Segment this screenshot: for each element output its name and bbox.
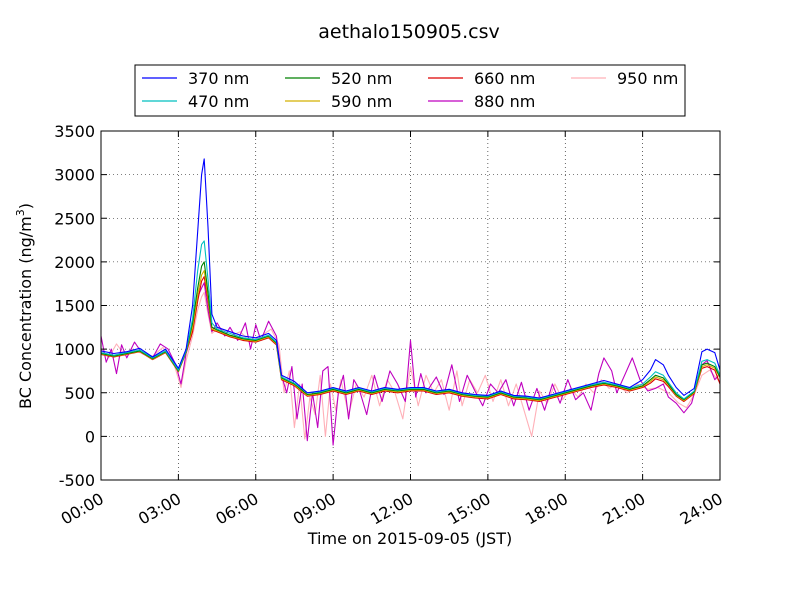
y-tick-label: 500 (64, 384, 95, 403)
series-line-520-nm (101, 261, 720, 401)
y-tick-label: 3500 (54, 122, 95, 141)
x-axis-label: Time on 2015-09-05 (JST) (307, 529, 512, 548)
series-lines (101, 158, 720, 446)
y-tick-label: 2000 (54, 253, 95, 272)
y-tick-label: 1000 (54, 340, 95, 359)
y-axis: -500 0 500 1000 1500 2000 2500 3000 3500 (54, 122, 720, 490)
legend-label-950-nm: 950 nm (617, 69, 678, 88)
series-line-590-nm (101, 270, 720, 402)
legend-label-520-nm: 520 nm (331, 69, 392, 88)
legend: 370 nm 470 nm 520 nm 590 nm 660 nm 880 nm 950 … (134, 64, 686, 117)
y-tick-label: 3000 (54, 166, 95, 185)
legend-label-370-nm: 370 nm (188, 69, 249, 88)
series-line-370-nm (101, 158, 720, 399)
series-line-470-nm (101, 240, 720, 400)
chart-title: aethalo150905.csv (318, 21, 500, 43)
legend-label-660-nm: 660 nm (474, 69, 535, 88)
y-axis-label-superscript: 3 (14, 209, 27, 216)
legend-label-470-nm: 470 nm (188, 92, 249, 111)
legend-label-880-nm: 880 nm (474, 92, 535, 111)
y-tick-label: 1500 (54, 297, 95, 316)
series-line-880-nm (101, 282, 720, 446)
legend-label-590-nm: 590 nm (331, 92, 392, 111)
series-line-660-nm (101, 276, 720, 403)
y-tick-label: -500 (59, 471, 95, 490)
y-axis-label: BC Concentration (ng/m3) (14, 203, 35, 409)
legend-box (134, 64, 686, 117)
y-tick-label: 2500 (54, 209, 95, 228)
y-axis-label-main: BC Concentration (ng/m (16, 216, 35, 409)
y-axis-label-end: ) (16, 203, 35, 209)
y-tick-label: 0 (85, 427, 95, 446)
